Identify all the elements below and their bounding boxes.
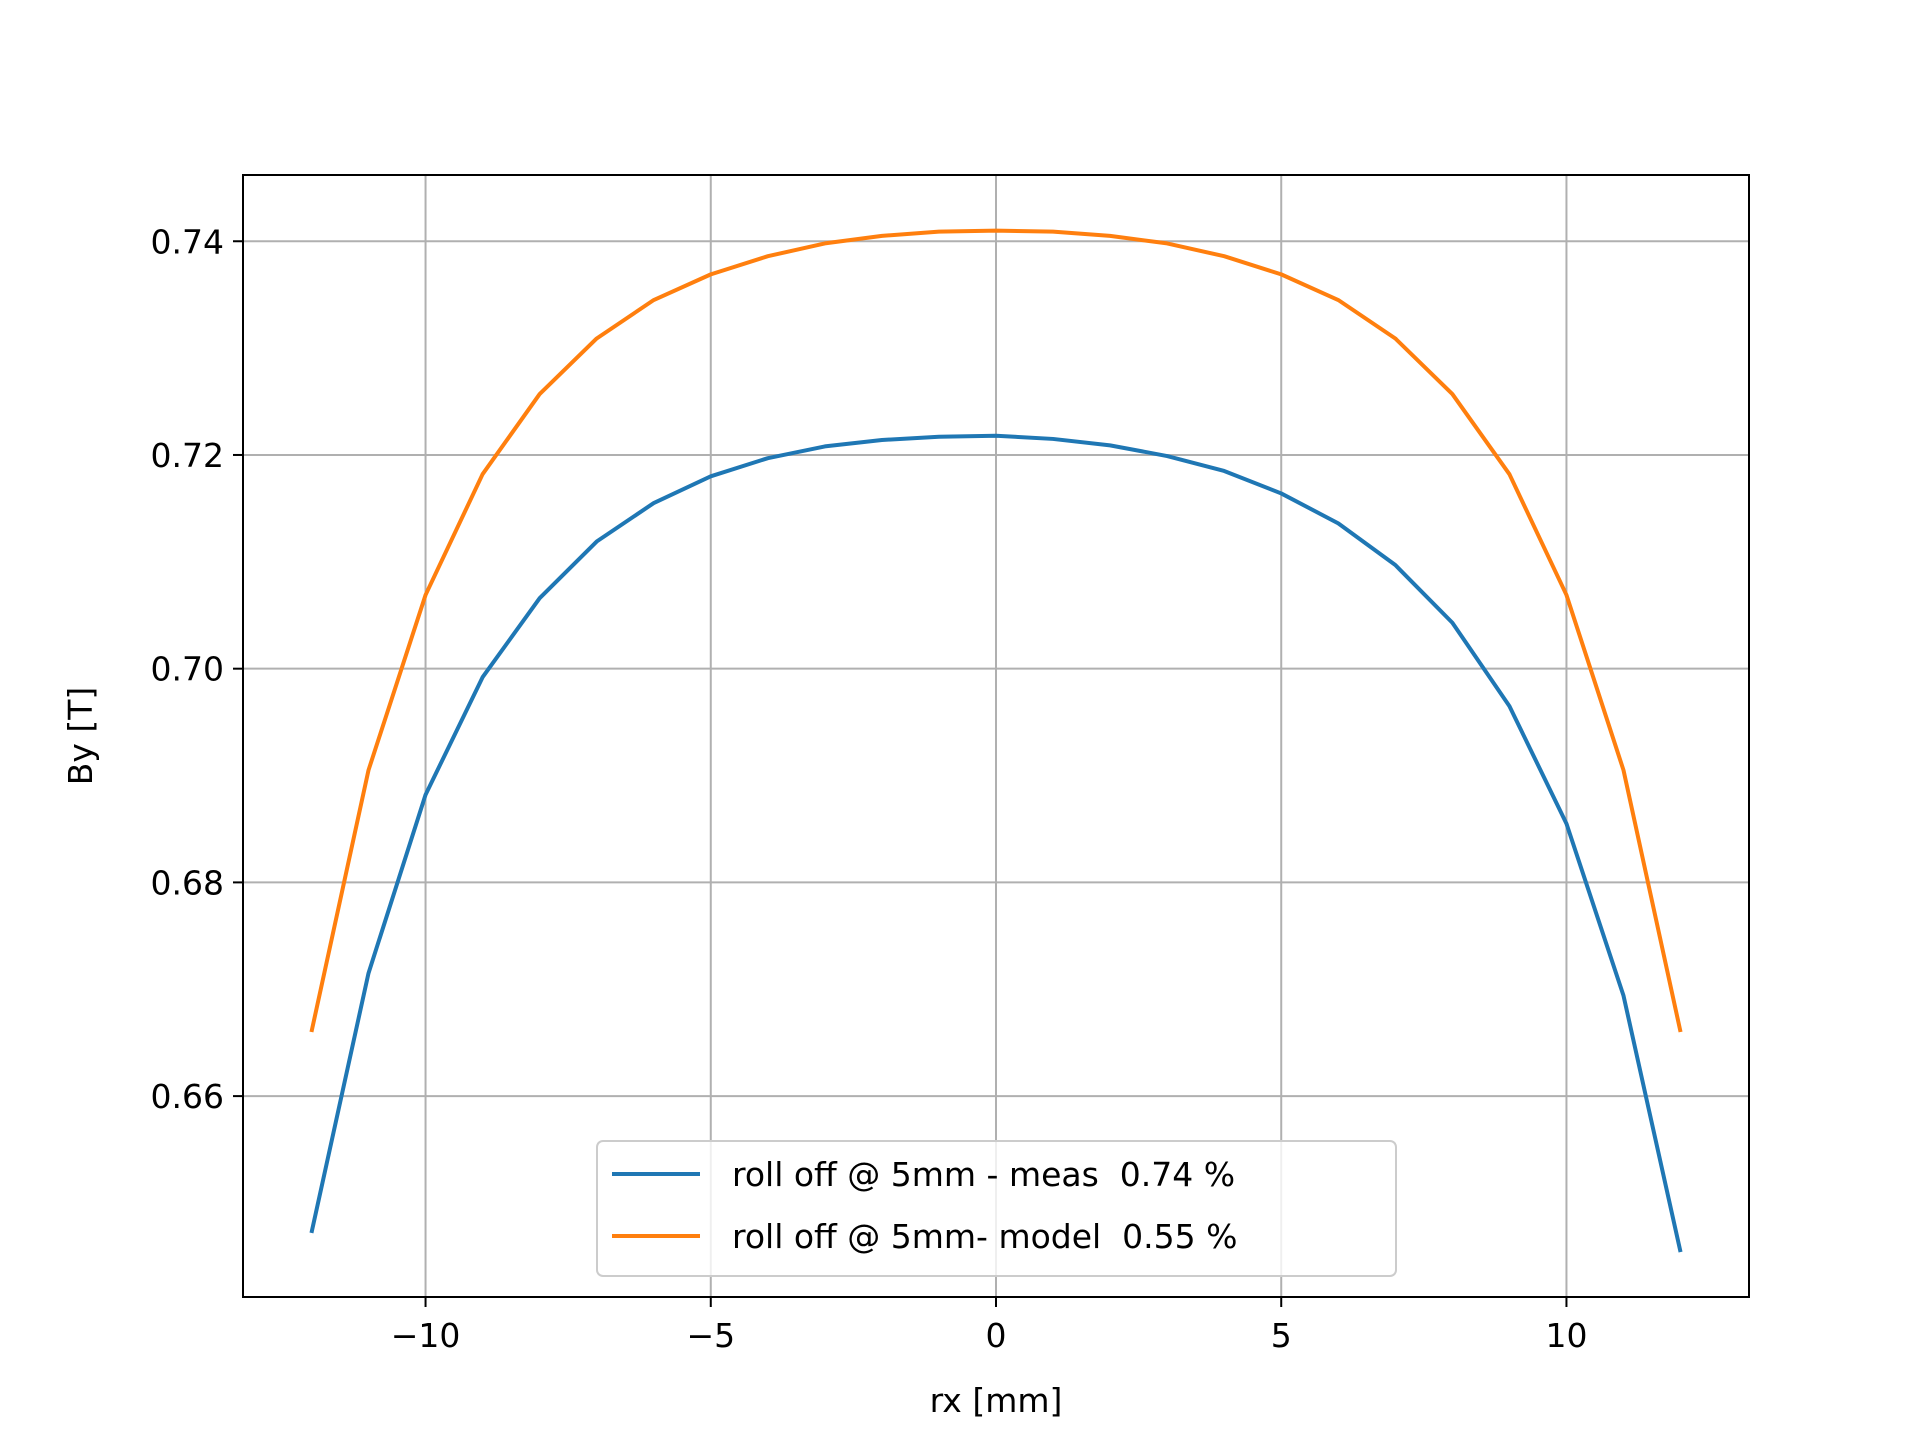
legend-label-model: roll off @ 5mm- model 0.55 % bbox=[732, 1217, 1238, 1256]
x-tick-label: 5 bbox=[1271, 1316, 1292, 1355]
y-tick-label: 0.72 bbox=[151, 436, 224, 475]
y-axis-label: By [T] bbox=[61, 687, 100, 786]
y-tick-label: 0.74 bbox=[151, 222, 224, 261]
series-line-0 bbox=[309, 433, 1683, 1253]
x-axis-label: rx [mm] bbox=[930, 1381, 1063, 1420]
x-tick-label: −5 bbox=[686, 1316, 735, 1355]
legend: roll off @ 5mm - meas 0.74 % roll off @ … bbox=[596, 1140, 1397, 1277]
axis-ticks: −10 −5 0 5 10 0.66 0.68 0.70 0.72 0.74 bbox=[151, 222, 1588, 1355]
y-tick-label: 0.66 bbox=[151, 1077, 224, 1116]
y-tick-label: 0.70 bbox=[151, 650, 224, 689]
y-tick-label: 0.68 bbox=[151, 863, 224, 902]
legend-box bbox=[596, 1140, 1397, 1277]
x-tick-label: −10 bbox=[391, 1316, 461, 1355]
series-lines bbox=[309, 228, 1683, 1253]
legend-label-meas: roll off @ 5mm - meas 0.74 % bbox=[732, 1155, 1235, 1194]
x-tick-label: 0 bbox=[986, 1316, 1007, 1355]
series-line-1 bbox=[309, 228, 1683, 1033]
x-tick-label: 10 bbox=[1545, 1316, 1587, 1355]
